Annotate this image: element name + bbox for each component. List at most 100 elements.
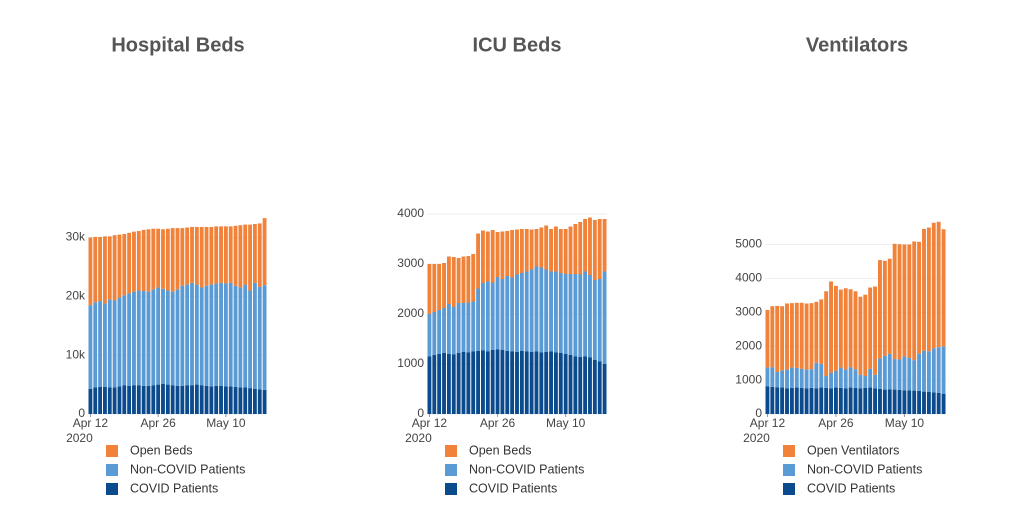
bar-segment <box>136 290 141 386</box>
bar-segment <box>770 367 775 387</box>
bar-segment <box>185 284 190 386</box>
bar-segment <box>804 388 809 414</box>
bar-segment <box>219 282 223 386</box>
bar-segment <box>534 266 539 352</box>
bar-segment <box>578 357 583 414</box>
bar-segment <box>809 387 814 414</box>
x-tick-label: May 10 <box>885 416 925 430</box>
legend-swatch <box>445 483 457 495</box>
bar-segment <box>588 357 592 414</box>
bar-segment <box>892 359 897 390</box>
bar-segment <box>524 351 529 414</box>
bar-segment <box>107 236 112 300</box>
bar-segment <box>829 372 833 389</box>
bar-segment <box>868 287 873 369</box>
y-tick-label: 0 <box>78 406 85 420</box>
bar-segment <box>257 389 262 414</box>
bar-segment <box>122 234 127 296</box>
bar-segment <box>156 287 161 385</box>
bar-segment <box>775 305 780 372</box>
bar-segment <box>228 226 233 283</box>
bar-segment <box>770 306 775 368</box>
bar-segment <box>199 385 204 414</box>
bar-segment <box>257 286 262 390</box>
bar-segment <box>437 264 442 310</box>
bar-segment <box>146 229 151 292</box>
x-tick-label: Apr 12 <box>73 416 109 430</box>
bar-segment <box>238 287 243 388</box>
bar-segment <box>882 355 887 390</box>
bar-segment <box>878 388 882 414</box>
bar-segment <box>912 390 917 414</box>
bar-segment <box>451 354 456 414</box>
bar-segment <box>252 388 257 414</box>
bar-segment <box>161 288 165 384</box>
bar-segment <box>588 275 592 358</box>
bar-segment <box>775 371 780 388</box>
bar-segment <box>887 389 892 414</box>
bar-segment <box>843 369 848 389</box>
y-tick-label: 5000 <box>735 237 762 251</box>
bar-segment <box>858 296 863 375</box>
bar-segment <box>902 356 907 391</box>
bar-segment <box>544 352 549 414</box>
legend-swatch <box>445 445 457 457</box>
bar-segment <box>529 352 534 414</box>
bar-segment <box>243 387 248 414</box>
bar-segment <box>432 355 437 414</box>
bar-segment <box>93 302 98 388</box>
bar-segment <box>161 384 165 414</box>
bar-segment <box>853 387 858 414</box>
bar-segment <box>243 224 248 285</box>
x-tick-label: Apr 12 <box>750 416 786 430</box>
bar-segment <box>156 384 161 414</box>
bar-segment <box>214 385 219 414</box>
bar-segment <box>490 350 495 414</box>
bar-segment <box>848 289 853 368</box>
bar-segment <box>578 274 583 357</box>
bar-segment <box>568 274 573 355</box>
bar-segment <box>190 226 194 283</box>
bar-segment <box>863 294 868 377</box>
bar-segment <box>98 386 103 414</box>
bar-segment <box>848 367 853 388</box>
x-tick-label: Apr 26 <box>818 416 854 430</box>
chart-title: ICU Beds <box>473 34 562 56</box>
bar-segment <box>922 391 926 414</box>
bar-segment <box>515 352 519 414</box>
bar-segment <box>223 226 228 284</box>
bar-segment <box>194 384 199 414</box>
bar-segment <box>789 303 794 368</box>
bar-segment <box>146 291 151 386</box>
bar-segment <box>209 284 214 387</box>
bar-segment <box>824 291 829 377</box>
bar-segment <box>175 289 180 386</box>
bar-segment <box>868 368 873 388</box>
bar-segment <box>466 256 471 303</box>
bar-segment <box>132 231 136 292</box>
bar-segment <box>442 263 446 308</box>
bar-segment <box>922 228 926 351</box>
bar-segment <box>122 385 127 414</box>
bar-segment <box>252 282 257 389</box>
bar-segment <box>780 387 785 414</box>
bar-segment <box>185 227 190 285</box>
bar-segment <box>785 303 789 370</box>
bar-segment <box>112 387 117 414</box>
legend-label: Non-COVID Patients <box>469 462 584 476</box>
bar-segment <box>765 309 770 368</box>
bar-segment <box>897 244 902 360</box>
bar-segment <box>602 271 607 364</box>
bar-segment <box>93 236 98 303</box>
bar-segment <box>451 257 456 307</box>
bar-segment <box>132 291 136 386</box>
bar-segment <box>437 354 442 414</box>
bar-segment <box>931 222 936 349</box>
bar-segment <box>897 359 902 390</box>
legend-swatch <box>783 483 795 495</box>
bar-segment <box>780 306 785 371</box>
bar-segment <box>833 285 838 371</box>
bar-segment <box>563 274 568 354</box>
bar-segment <box>476 288 481 351</box>
bar-segment <box>785 388 789 414</box>
